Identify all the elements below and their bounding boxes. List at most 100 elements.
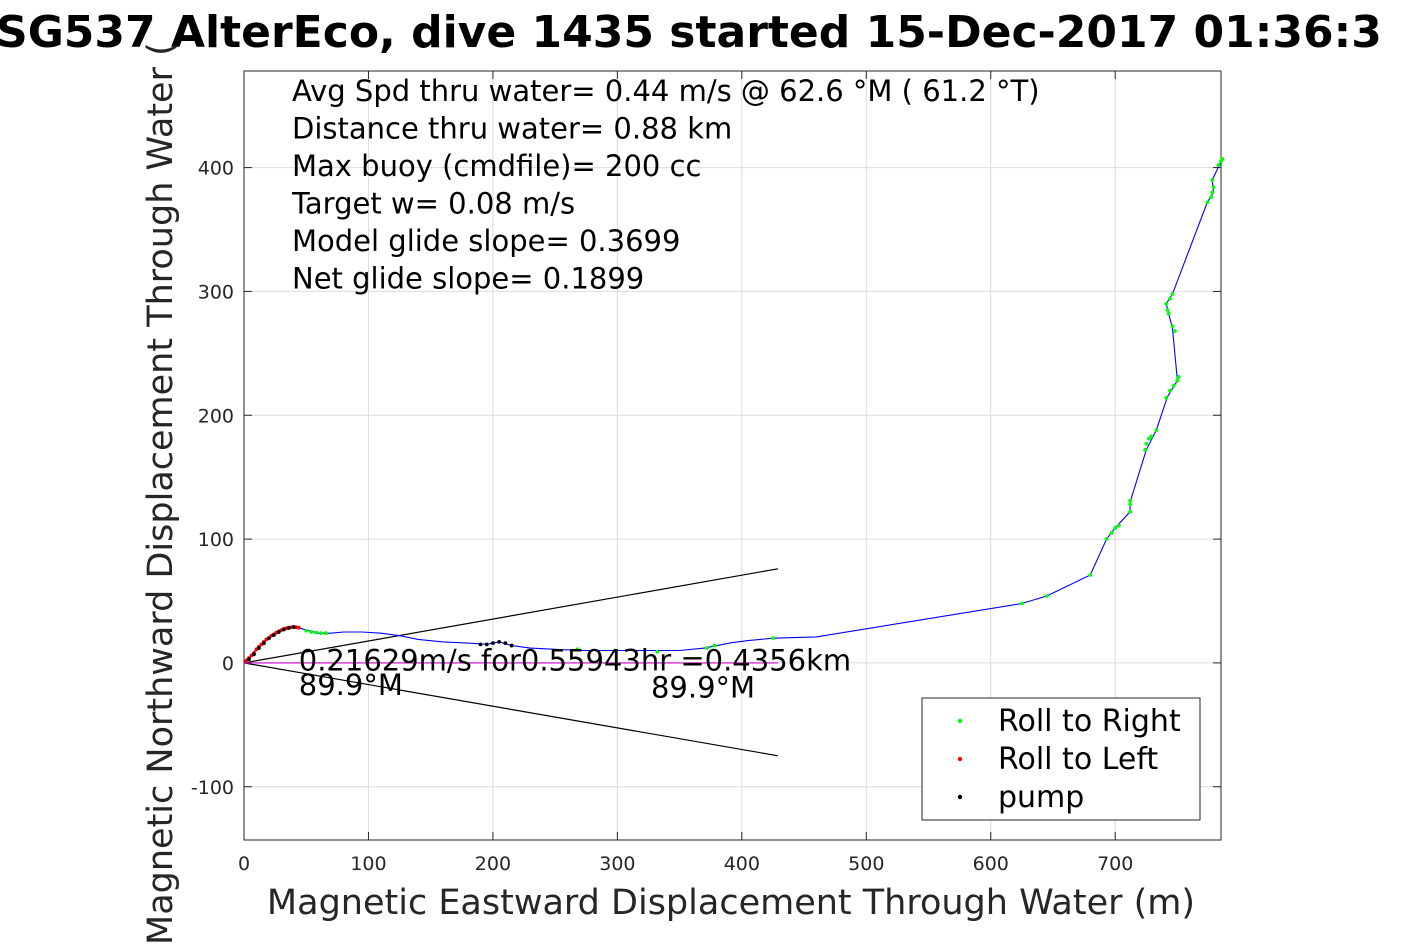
point-roll-to-left: [296, 625, 301, 630]
legend-label: pump: [998, 780, 1084, 815]
point-pump: [276, 630, 281, 634]
point-roll-to-right: [314, 630, 319, 635]
point-roll-to-right: [1128, 509, 1133, 514]
point-roll-to-right: [1170, 324, 1175, 328]
annotation-text: 89.9°M: [299, 668, 403, 702]
point-roll-to-right: [1044, 594, 1049, 598]
x-tick-label: 600: [973, 853, 1009, 875]
point-roll-to-right: [771, 636, 775, 641]
point-pump: [262, 641, 266, 646]
x-axis-label: Magnetic Eastward Displacement Through W…: [267, 883, 1195, 923]
info-line: Avg Spd thru water= 0.44 m/s @ 62.6 °M (…: [292, 74, 1040, 108]
point-pump: [291, 625, 296, 629]
y-tick-label: 400: [198, 158, 234, 180]
point-roll-to-right: [1166, 311, 1171, 316]
x-tick-label: 700: [1097, 853, 1133, 875]
point-roll-to-right: [304, 628, 309, 633]
point-roll-to-right: [1176, 374, 1181, 379]
point-roll-to-right: [705, 646, 709, 650]
point-roll-to-right: [1170, 291, 1175, 296]
x-tick-label: 100: [350, 853, 386, 875]
point-pump: [484, 642, 489, 647]
point-roll-to-right: [1117, 523, 1121, 528]
info-line: Model glide slope= 0.3699: [292, 224, 680, 258]
y-tick-label: 200: [198, 405, 234, 427]
y-tick-label: 300: [198, 281, 234, 303]
point-pump: [497, 639, 502, 644]
point-roll-to-right: [309, 630, 314, 634]
point-roll-to-right: [1164, 396, 1169, 400]
x-tick-label: 500: [848, 853, 884, 875]
y-tick-label: -100: [191, 777, 234, 799]
point-roll-to-right: [1154, 428, 1159, 433]
point-pump: [271, 633, 276, 637]
info-line: Target w= 0.08 m/s: [291, 187, 575, 221]
x-tick-label: 200: [475, 853, 511, 875]
legend-box: [921, 697, 1201, 821]
point-roll-to-right: [1104, 537, 1109, 541]
point-roll-to-right: [1205, 200, 1210, 205]
point-pump: [491, 641, 495, 646]
point-roll-to-right: [1168, 388, 1172, 393]
info-text-block: Avg Spd thru water= 0.44 m/s @ 62.6 °M (…: [291, 74, 1040, 296]
point-pump: [257, 646, 261, 650]
point-roll-to-right: [655, 649, 660, 654]
legend-label: Roll to Left: [998, 742, 1158, 777]
info-line: Max buoy (cmdfile)= 200 cc: [292, 149, 701, 183]
point-roll-to-right: [319, 631, 324, 636]
point-roll-to-right: [1109, 530, 1114, 535]
track-points: [244, 157, 1225, 663]
info-line: Distance thru water= 0.88 km: [292, 112, 732, 146]
annotation-text: 89.9°M: [651, 671, 755, 705]
point-pump: [266, 636, 271, 641]
cone-line: [243, 568, 779, 664]
point-roll-to-right: [1175, 378, 1180, 383]
point-roll-to-right: [1149, 434, 1154, 439]
point-pump: [509, 643, 514, 648]
point-roll-to-right: [1019, 601, 1024, 606]
point-roll-to-right: [1088, 573, 1093, 577]
point-roll-to-right: [1210, 190, 1215, 195]
chart-title: SG537 AlterEco, dive 1435 started 15-Dec…: [0, 7, 1382, 58]
point-pump: [286, 626, 291, 630]
y-axis-label: Magnetic Northward Displacement Through …: [141, 42, 181, 945]
cone-line: [243, 662, 779, 757]
legend-label: Roll to Right: [998, 704, 1181, 739]
point-roll-to-right: [612, 648, 617, 653]
point-roll-to-right: [1220, 157, 1225, 161]
legend-marker: [957, 718, 963, 724]
x-tick-labels: 0 100 200 300 400 500 600 700: [238, 853, 1133, 875]
x-tick-label: 400: [724, 853, 760, 875]
point-roll-to-right: [1168, 296, 1172, 301]
legend-marker: [957, 756, 963, 762]
point-pump: [281, 627, 286, 632]
point-pump: [252, 652, 256, 657]
point-pump: [247, 657, 251, 662]
point-roll-to-right: [1128, 498, 1133, 503]
y-tick-label: 100: [198, 529, 234, 551]
heading-cone-lines: [243, 568, 779, 757]
plot-frame: [243, 70, 1222, 841]
point-roll-to-right: [1146, 436, 1151, 441]
point-pump: [503, 641, 508, 646]
point-roll-to-right: [324, 631, 329, 636]
point-roll-to-right: [1144, 441, 1149, 446]
point-roll-to-right: [1143, 448, 1147, 452]
point-roll-to-right: [1164, 301, 1169, 306]
point-roll-to-right: [1210, 178, 1215, 182]
point-roll-to-right: [1173, 329, 1177, 333]
annotation-text: 0.21629m/s for0.55943hr =0.4356km: [299, 643, 851, 677]
point-roll-to-right: [1216, 163, 1221, 168]
point-roll-to-right: [1171, 383, 1176, 388]
point-roll-to-right: [1128, 502, 1133, 507]
y-tick-labels: -100 0 100 200 300 400: [191, 158, 234, 799]
point-pump: [478, 642, 483, 647]
y-tick-label: 0: [222, 653, 234, 675]
point-roll-to-right: [1165, 308, 1170, 312]
point-roll-to-right: [1209, 195, 1213, 200]
point-roll-to-right: [1211, 185, 1216, 190]
point-roll-to-right: [1113, 526, 1118, 530]
